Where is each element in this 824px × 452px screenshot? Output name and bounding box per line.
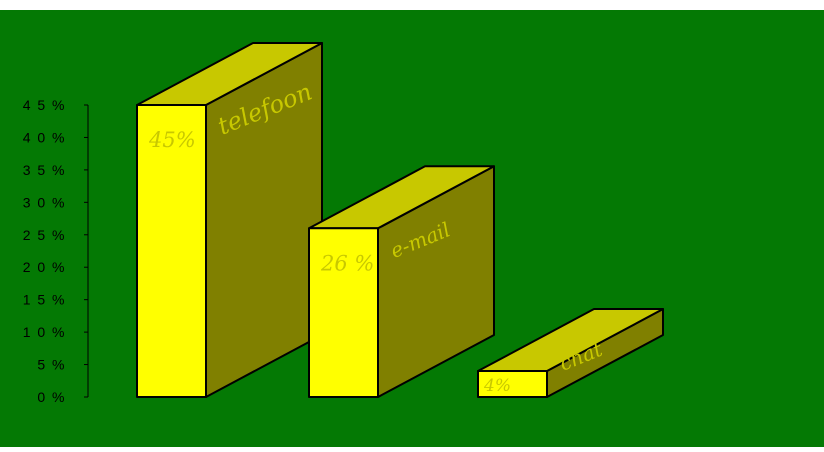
y-tick-label: 4 0 %	[23, 129, 66, 145]
bar-value-label: 4%	[483, 376, 511, 396]
y-tick-label: 2 5 %	[23, 227, 66, 243]
bar-front-face	[308, 227, 379, 398]
y-tick-label: 1 0 %	[23, 324, 66, 340]
bar-front-face	[477, 370, 548, 398]
y-tick-label: 3 0 %	[23, 194, 66, 210]
bar-value-label: 26 %	[320, 251, 374, 275]
y-tick-label: 4 5 %	[23, 97, 66, 113]
y-tick-label: 2 0 %	[23, 259, 66, 275]
y-tick-label: 0 %	[37, 389, 66, 405]
bar-value-label: 45%	[148, 128, 196, 152]
bar-e-mail: 26 %e-mail	[308, 165, 495, 398]
bar-front-face	[136, 104, 207, 398]
y-tick-label: 1 5 %	[23, 292, 66, 308]
bar-telefoon: 45% telefoon	[136, 42, 323, 398]
y-axis: 0 % 5 % 1 0 % 1 5 % 2 0 % 2 5 % 3 0 % 3 5 % 4 0 …	[23, 97, 89, 405]
bar-chat: 4%chat	[477, 308, 664, 398]
y-tick-label: 5 %	[37, 357, 66, 373]
y-tick-label: 3 5 %	[23, 162, 66, 178]
